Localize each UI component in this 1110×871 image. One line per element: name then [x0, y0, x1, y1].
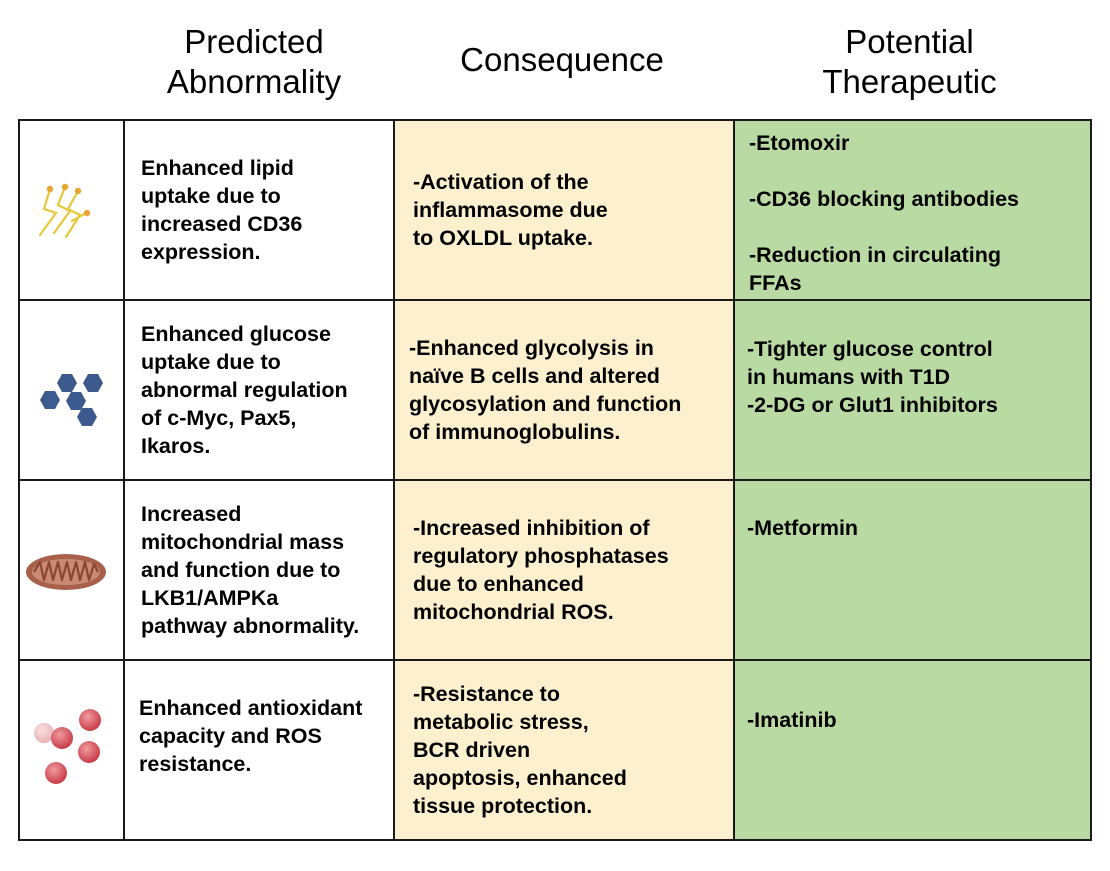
- abnormality-cell: Enhanced glucose uptake due to abnormal …: [123, 299, 395, 481]
- therapeutic-cell: -Metformin: [733, 479, 1092, 661]
- consequence-text: -Enhanced glycolysis in naïve B cells an…: [409, 336, 682, 444]
- header-consequence: Consequence: [460, 41, 664, 78]
- consequence-cell: -Increased inhibition of regulatory phos…: [393, 479, 735, 661]
- table-row: Enhanced lipid uptake due to increased C…: [18, 119, 1092, 301]
- glucose-hexagons-icon: [40, 374, 103, 426]
- therapeutic-text: -Metformin: [747, 516, 859, 540]
- abnormality-text: Increased mitochondrial mass and functio…: [141, 502, 360, 638]
- therapeutic-cell: -Imatinib: [733, 659, 1092, 841]
- therapeutic-cell: -Tighter glucose control in humans with …: [733, 299, 1092, 481]
- abnormality-text: Enhanced antioxidant capacity and ROS re…: [139, 696, 363, 776]
- consequence-cell: -Resistance to metabolic stress, BCR dri…: [393, 659, 735, 841]
- abnormality-text: Enhanced lipid uptake due to increased C…: [141, 156, 303, 264]
- table-row: Enhanced antioxidant capacity and ROS re…: [18, 659, 1092, 841]
- table-row: Increased mitochondrial mass and functio…: [18, 479, 1092, 661]
- icon-cell: [18, 119, 125, 301]
- therapeutic-text: -Tighter glucose control in humans with …: [747, 337, 998, 417]
- consequence-cell: -Activation of the inflammasome due to O…: [393, 119, 735, 301]
- icon-cell: [18, 299, 125, 481]
- lipid-icon: [38, 183, 91, 239]
- therapeutic-text: -Imatinib: [747, 708, 837, 732]
- abnormality-table: Enhanced lipid uptake due to increased C…: [18, 119, 1092, 841]
- abnormality-cell: Increased mitochondrial mass and functio…: [123, 479, 395, 661]
- therapeutic-text: -Etomoxir -CD36 blocking antibodies -Red…: [749, 131, 1019, 295]
- table-row: Enhanced glucose uptake due to abnormal …: [18, 299, 1092, 481]
- header-potential-therapeutic: Potential Therapeutic: [822, 23, 997, 100]
- consequence-text: -Activation of the inflammasome due to O…: [413, 170, 608, 250]
- header-predicted-abnormality: Predicted Abnormality: [166, 23, 342, 100]
- abnormality-cell: Enhanced lipid uptake due to increased C…: [123, 119, 395, 301]
- consequence-text: -Resistance to metabolic stress, BCR dri…: [413, 682, 627, 818]
- antioxidant-spheres-icon: [34, 709, 101, 784]
- icon-cell: [18, 479, 125, 661]
- icon-cell: [18, 659, 125, 841]
- therapeutic-cell: -Etomoxir -CD36 blocking antibodies -Red…: [733, 119, 1092, 301]
- consequence-text: -Increased inhibition of regulatory phos…: [413, 516, 669, 624]
- abnormality-cell: Enhanced antioxidant capacity and ROS re…: [123, 659, 395, 841]
- consequence-cell: -Enhanced glycolysis in naïve B cells an…: [393, 299, 735, 481]
- abnormality-text: Enhanced glucose uptake due to abnormal …: [141, 322, 348, 458]
- mitochondrion-icon: [26, 554, 106, 590]
